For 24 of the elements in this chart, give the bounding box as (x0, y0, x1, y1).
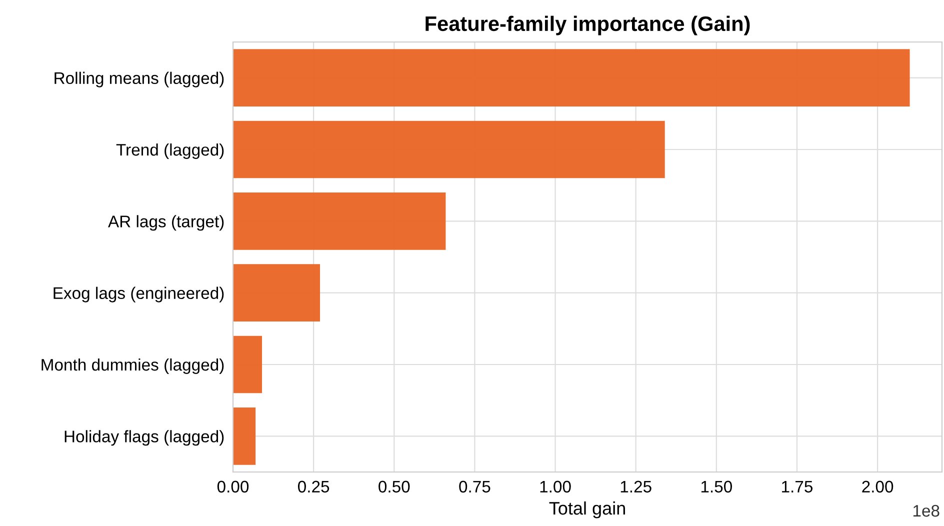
bar (233, 49, 910, 106)
y-tick-label: Trend (lagged) (116, 143, 224, 159)
x-tick-label: 1.50 (701, 480, 732, 493)
y-tick-label: Month dummies (lagged) (42, 358, 224, 374)
x-tick-label: 0.00 (217, 480, 249, 493)
y-tick-label: AR lags (target) (108, 215, 224, 231)
y-tick-label: Rolling means (lagged) (54, 72, 224, 88)
x-tick-label: 0.50 (378, 480, 410, 493)
bar (233, 264, 320, 322)
bar (233, 192, 446, 250)
text: 1e8 (913, 504, 940, 517)
x-axis-title: Total gain (549, 501, 625, 518)
x-tick-label: 1.25 (620, 480, 652, 493)
bar (233, 336, 262, 394)
x-tick-label: 2.00 (862, 480, 894, 493)
x-tick-label: 1.00 (540, 480, 571, 493)
bar (233, 408, 256, 465)
x-tick-label: 0.25 (298, 480, 330, 493)
x-tick-label: 1.75 (782, 480, 812, 493)
chart-title: Feature-family importance (Gain) (426, 16, 750, 36)
bar (233, 120, 665, 178)
y-tick-label: Exog lags (engineered) (54, 286, 224, 302)
x-tick-label: 0.75 (459, 480, 490, 493)
y-tick-label: Holiday flags (lagged) (64, 430, 224, 446)
